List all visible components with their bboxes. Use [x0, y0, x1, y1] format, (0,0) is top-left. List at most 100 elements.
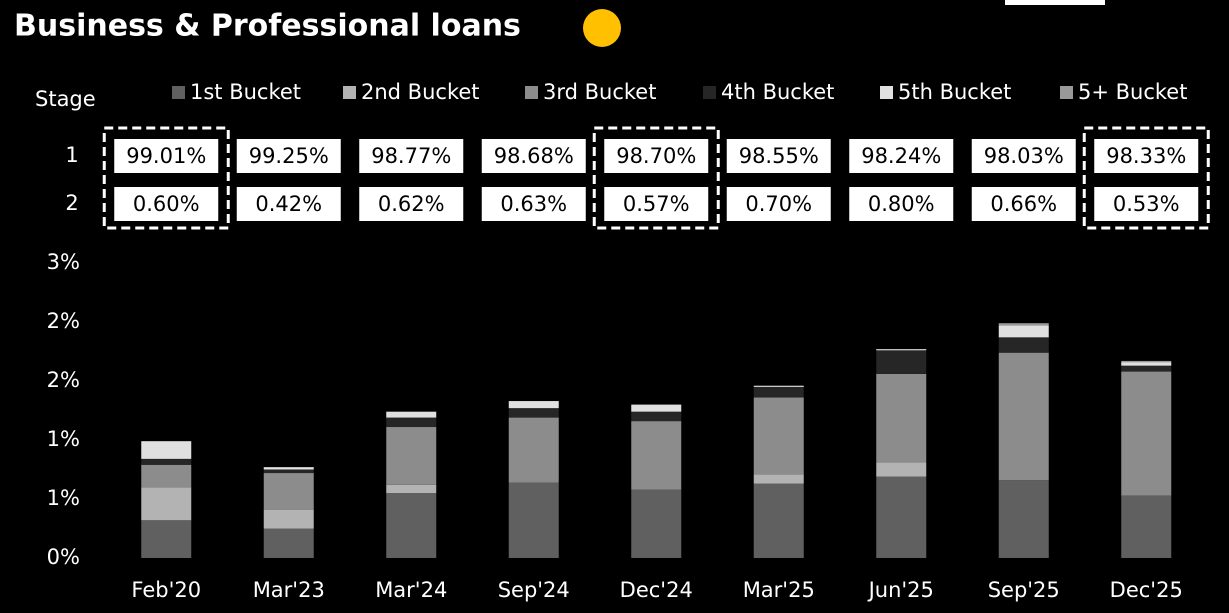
y-tick-label: 1% [47, 427, 80, 451]
stage-value: 98.24% [861, 144, 941, 168]
stage-cell [604, 187, 709, 221]
stage-cell [849, 187, 954, 221]
legend-swatch [1060, 86, 1073, 99]
y-tick-label: 2% [47, 309, 80, 333]
bar-segment [631, 411, 682, 422]
x-tick-label: Mar'25 [743, 578, 815, 602]
bar-segment [1121, 360, 1172, 363]
legend-label: 4th Bucket [721, 80, 834, 104]
bar-segment [1121, 371, 1172, 496]
bar-segment [998, 325, 1049, 338]
bar-segment [998, 352, 1049, 481]
x-tick-label: Sep'24 [498, 578, 570, 602]
stage-cell [359, 139, 464, 173]
bar-segment [753, 397, 804, 475]
bar-segment [998, 337, 1049, 353]
bar-segment [753, 474, 804, 484]
bar-segment [998, 323, 1049, 326]
bar-segment [508, 482, 559, 558]
x-tick-label: Sep'25 [988, 578, 1060, 602]
bar-segment [263, 473, 314, 510]
stage-cell [236, 187, 341, 221]
stage-cell [604, 139, 709, 173]
bar-segment [753, 386, 804, 398]
bar-segment [263, 528, 314, 558]
title-icon [583, 9, 621, 47]
stage-cell [971, 187, 1076, 221]
stage-value: 0.66% [990, 192, 1057, 216]
bar-segment [876, 373, 927, 463]
stage-value: 98.33% [1106, 144, 1186, 168]
bar-segment [141, 464, 192, 488]
stage-cell [726, 187, 831, 221]
stage-cell [114, 139, 219, 173]
legend-label: 5+ Bucket [1078, 80, 1187, 104]
bar-segment [141, 487, 192, 521]
stage-row-label: 1 [65, 143, 78, 167]
legend-label: 3rd Bucket [543, 80, 656, 104]
x-tick-label: Dec'24 [620, 578, 693, 602]
bar-segment [386, 427, 437, 485]
legend-swatch [343, 86, 356, 99]
bar-segment [141, 458, 192, 465]
bar-segment [508, 417, 559, 483]
bar-segment [263, 509, 314, 529]
stage-row-label: 2 [65, 191, 78, 215]
stage-cell [1094, 187, 1199, 221]
stage-value: 99.01% [126, 144, 206, 168]
legend-swatch [880, 86, 893, 99]
x-tick-label: Feb'20 [131, 578, 201, 602]
stage-cell [849, 139, 954, 173]
stage-cell [236, 139, 341, 173]
stage-value: 0.42% [255, 192, 322, 216]
bar-segment [1121, 362, 1172, 366]
bar-segment [753, 483, 804, 558]
bar-segment [753, 385, 804, 387]
bar-segment [876, 476, 927, 558]
stage-value: 0.60% [133, 192, 200, 216]
bar-segment [386, 411, 437, 418]
bar-segment [876, 350, 927, 374]
bar-segment [631, 421, 682, 490]
y-tick-label: 3% [47, 250, 80, 274]
stage-value: 0.80% [868, 192, 935, 216]
stage-value: 0.63% [500, 192, 567, 216]
stage-value: 98.68% [494, 144, 574, 168]
stage-value: 0.70% [745, 192, 812, 216]
x-tick-label: Jun'25 [867, 578, 934, 602]
y-tick-label: 2% [47, 368, 80, 392]
bar-segment [263, 467, 314, 470]
bar-segment [508, 408, 559, 418]
bar-segment [876, 349, 927, 351]
decoration [1005, 0, 1105, 5]
stage-value: 0.57% [623, 192, 690, 216]
stage-cell [481, 187, 586, 221]
bar-segment [631, 489, 682, 558]
stage-value: 0.53% [1113, 192, 1180, 216]
bar-segment [386, 484, 437, 494]
legend-swatch [172, 86, 185, 99]
bar-segment [1121, 365, 1172, 372]
x-tick-label: Dec'25 [1110, 578, 1183, 602]
highlight-box [1082, 126, 1210, 230]
stage-value: 98.70% [616, 144, 696, 168]
chart-title: Business & Professional loans [14, 9, 521, 44]
legend-swatch [703, 86, 716, 99]
stage-value: 98.77% [371, 144, 451, 168]
bar-segment [141, 520, 192, 558]
bar-segment [1121, 495, 1172, 558]
stage-cell [971, 139, 1076, 173]
legend-label: 2nd Bucket [361, 80, 480, 104]
stage-cell [1094, 139, 1199, 173]
stage-value: 0.62% [378, 192, 445, 216]
stage-value: 99.25% [249, 144, 329, 168]
legend-label: 5th Bucket [898, 80, 1011, 104]
stage-cell [481, 139, 586, 173]
x-tick-label: Mar'24 [375, 578, 447, 602]
bar-segment [998, 480, 1049, 558]
stage-cell [726, 139, 831, 173]
bar-segment [631, 404, 682, 412]
stage-label: Stage [35, 87, 96, 111]
bar-segment [141, 441, 192, 459]
